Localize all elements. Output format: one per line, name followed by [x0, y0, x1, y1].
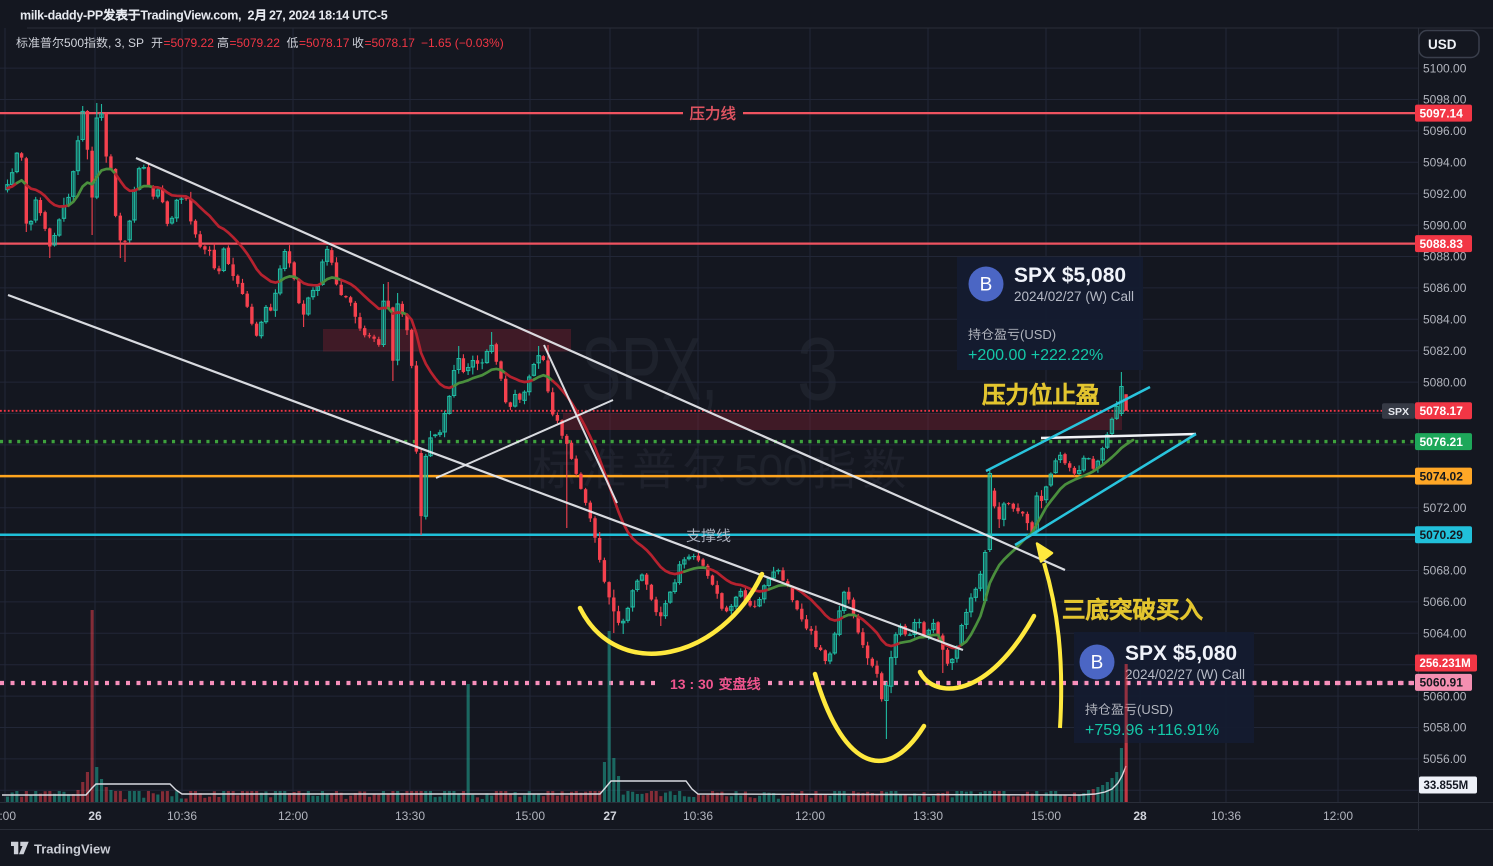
svg-text:12:00: 12:00: [795, 809, 825, 823]
svg-text:2: 2: [248, 9, 255, 23]
svg-text:5060.00: 5060.00: [1423, 689, 1467, 703]
svg-text:5088.00: 5088.00: [1423, 250, 1467, 264]
svg-text:5098.00: 5098.00: [1423, 93, 1467, 107]
svg-text:+759.96 +116.91%: +759.96 +116.91%: [1085, 722, 1219, 739]
svg-text:10:36: 10:36: [1211, 809, 1241, 823]
svg-text:2024/02/27 (W) Call: 2024/02/27 (W) Call: [1014, 289, 1134, 304]
svg-text:=5079.22: =5079.22: [230, 36, 281, 50]
svg-text:=5078.17: =5078.17: [365, 36, 416, 50]
svg-text:SPX $5,080: SPX $5,080: [1125, 642, 1237, 665]
svg-text:26: 26: [88, 809, 102, 823]
svg-text:5058.00: 5058.00: [1423, 721, 1467, 735]
svg-text:33.855M: 33.855M: [1424, 780, 1469, 792]
svg-text:256.231M: 256.231M: [1420, 658, 1471, 670]
svg-text:15:00: 15:00: [515, 809, 545, 823]
svg-text:SPX $5,080: SPX $5,080: [1014, 264, 1126, 287]
svg-text:5082.00: 5082.00: [1423, 344, 1467, 358]
svg-text:5066.00: 5066.00: [1423, 595, 1467, 609]
svg-text:5088.83: 5088.83: [1420, 237, 1464, 251]
svg-text:5068.00: 5068.00: [1423, 564, 1467, 578]
svg-text:TradingView.com: TradingView.com: [140, 9, 238, 23]
svg-text:12:00: 12:00: [1323, 809, 1353, 823]
svg-text:5070.29: 5070.29: [1420, 528, 1464, 542]
svg-text:B: B: [980, 275, 993, 296]
svg-text:12:00: 12:00: [278, 809, 308, 823]
svg-text:2024/02/27 (W) Call: 2024/02/27 (W) Call: [1125, 667, 1245, 682]
svg-text:5080.00: 5080.00: [1423, 375, 1467, 389]
svg-text:5056.00: 5056.00: [1423, 752, 1467, 766]
svg-text:5072.00: 5072.00: [1423, 501, 1467, 515]
svg-text:15:00: 15:00: [1031, 809, 1061, 823]
svg-text:10:36: 10:36: [683, 809, 713, 823]
svg-text:5094.00: 5094.00: [1423, 156, 1467, 170]
svg-text:5100.00: 5100.00: [1423, 61, 1467, 75]
svg-text:B: B: [1091, 653, 1104, 674]
svg-text:TradingView: TradingView: [34, 842, 111, 857]
svg-text:5060.91: 5060.91: [1420, 676, 1464, 690]
svg-text:15:00: 15:00: [0, 809, 16, 823]
svg-text:5064.00: 5064.00: [1423, 627, 1467, 641]
svg-text:13:30: 13:30: [913, 809, 943, 823]
svg-text:27: 27: [603, 809, 617, 823]
svg-text:5097.14: 5097.14: [1420, 106, 1464, 120]
svg-text:5086.00: 5086.00: [1423, 281, 1467, 295]
svg-text:milk-daddy-PP: milk-daddy-PP: [20, 9, 103, 23]
svg-text:500: 500: [734, 446, 807, 495]
svg-text:=5079.22: =5079.22: [164, 36, 215, 50]
svg-text:3: 3: [797, 319, 839, 419]
svg-text:, 3, SP: , 3, SP: [108, 36, 144, 50]
svg-text:5096.00: 5096.00: [1423, 124, 1467, 138]
svg-text:USD: USD: [1428, 37, 1457, 52]
svg-text:SPX: SPX: [1388, 406, 1409, 418]
svg-text:=5078.17: =5078.17: [299, 36, 350, 50]
svg-text:+200.00 +222.22%: +200.00 +222.22%: [968, 347, 1103, 364]
svg-text:,: ,: [238, 9, 241, 23]
svg-text:27, 2024 18:14 UTC-5: 27, 2024 18:14 UTC-5: [269, 9, 388, 23]
svg-text:(USD): (USD): [1020, 327, 1056, 342]
svg-text:10:36: 10:36: [167, 809, 197, 823]
svg-text:5076.21: 5076.21: [1420, 435, 1464, 449]
svg-text:(USD): (USD): [1137, 702, 1173, 717]
svg-text:5074.02: 5074.02: [1420, 469, 1464, 483]
svg-text:5084.00: 5084.00: [1423, 313, 1467, 327]
svg-text:13:30: 13:30: [395, 809, 425, 823]
svg-text:5090.00: 5090.00: [1423, 218, 1467, 232]
svg-text:28: 28: [1133, 809, 1147, 823]
svg-text:−1.65 (−0.03%): −1.65 (−0.03%): [421, 36, 504, 50]
svg-text:5078.17: 5078.17: [1420, 404, 1464, 418]
svg-text:500: 500: [64, 36, 84, 50]
svg-text:13 : 30: 13 : 30: [670, 676, 714, 692]
svg-text:5092.00: 5092.00: [1423, 187, 1467, 201]
svg-text:SPX,: SPX,: [581, 319, 718, 419]
